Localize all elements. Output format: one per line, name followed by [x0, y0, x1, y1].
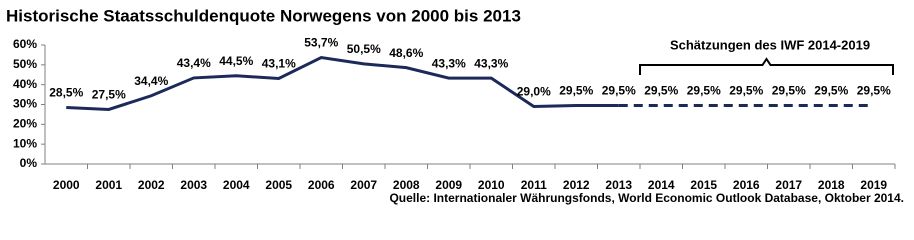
x-tick-label: 2004 — [223, 178, 250, 192]
y-tick-label: 60% — [13, 37, 37, 51]
x-tick-label: 2001 — [95, 178, 122, 192]
value-label: 43,1% — [262, 57, 296, 71]
y-tick-label: 50% — [13, 57, 37, 71]
x-tick-label: 2012 — [563, 178, 590, 192]
x-tick-label: 2018 — [818, 178, 845, 192]
value-label: 29,5% — [814, 84, 848, 98]
value-label: 29,0% — [517, 85, 551, 99]
chart: Historische Staatsschuldenquote Norwegen… — [6, 6, 904, 205]
annotation: Schätzungen des IWF 2014-2019 — [670, 37, 870, 52]
x-tick-label: 2007 — [350, 178, 377, 192]
chart-title: Historische Staatsschuldenquote Norwegen… — [6, 6, 521, 25]
value-label: 43,3% — [432, 56, 466, 70]
y-tick-label: 10% — [13, 136, 37, 150]
x-tick-label: 2005 — [265, 178, 292, 192]
value-label: 28,5% — [49, 86, 83, 100]
x-tick-label: 2015 — [690, 178, 717, 192]
x-tick-label: 2017 — [775, 178, 802, 192]
value-label: 53,7% — [304, 36, 338, 50]
source: Quelle: Internationaler Währungsfonds, W… — [389, 191, 904, 205]
value-label: 48,6% — [389, 46, 423, 60]
line — [66, 55, 619, 111]
value-label: 29,5% — [559, 84, 593, 98]
value-label: 29,5% — [857, 84, 891, 98]
value-label: 29,5% — [602, 84, 636, 98]
y-tick-label: 0% — [20, 156, 38, 170]
annotation-bracket — [639, 57, 894, 75]
value-label: 29,5% — [772, 84, 806, 98]
x-tick-label: 2016 — [733, 178, 760, 192]
x-tick-label: 2019 — [860, 178, 887, 192]
x-tick-label: 2002 — [138, 178, 165, 192]
y-tick-label: 40% — [13, 77, 37, 91]
x-tick-label: 2003 — [180, 178, 207, 192]
value-label: 29,5% — [729, 84, 763, 98]
value-label: 27,5% — [92, 88, 126, 102]
x-tick-label: 2009 — [435, 178, 462, 192]
x-tick-label: 2000 — [53, 178, 80, 192]
y-tick-label: 30% — [13, 97, 37, 111]
value-label: 44,5% — [219, 54, 253, 68]
x-tick-label: 2014 — [648, 178, 675, 192]
x-tick-label: 2011 — [521, 178, 547, 192]
x-tick-label: 2006 — [308, 178, 335, 192]
value-label: 43,4% — [177, 56, 211, 70]
y-tick-label: 20% — [13, 117, 37, 131]
value-label: 43,3% — [474, 56, 508, 70]
value-label: 29,5% — [687, 84, 721, 98]
value-label: 50,5% — [347, 42, 381, 56]
value-label: 34,4% — [134, 74, 168, 88]
x-tick-label: 2008 — [393, 178, 420, 192]
x-tick-label: 2010 — [478, 178, 505, 192]
value-label: 29,5% — [644, 84, 678, 98]
x-tick-label: 2013 — [605, 178, 632, 192]
